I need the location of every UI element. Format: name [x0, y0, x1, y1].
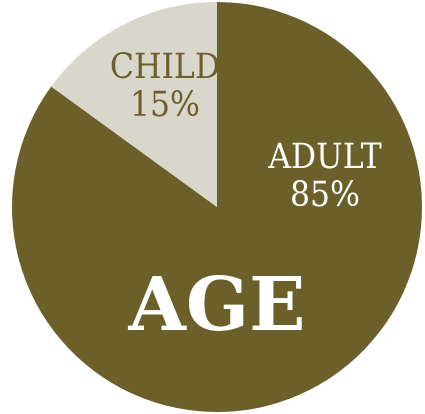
slice-name-label-adult: ADULT [267, 137, 382, 177]
pie-slice-child [51, 2, 217, 207]
slice-name-label-child: CHILD [110, 47, 220, 87]
pie-slices [11, 2, 422, 412]
slice-value-label-child: 15% [130, 85, 200, 125]
slice-value-label-adult: 85% [290, 175, 360, 215]
chart-title: AGE [127, 262, 305, 348]
